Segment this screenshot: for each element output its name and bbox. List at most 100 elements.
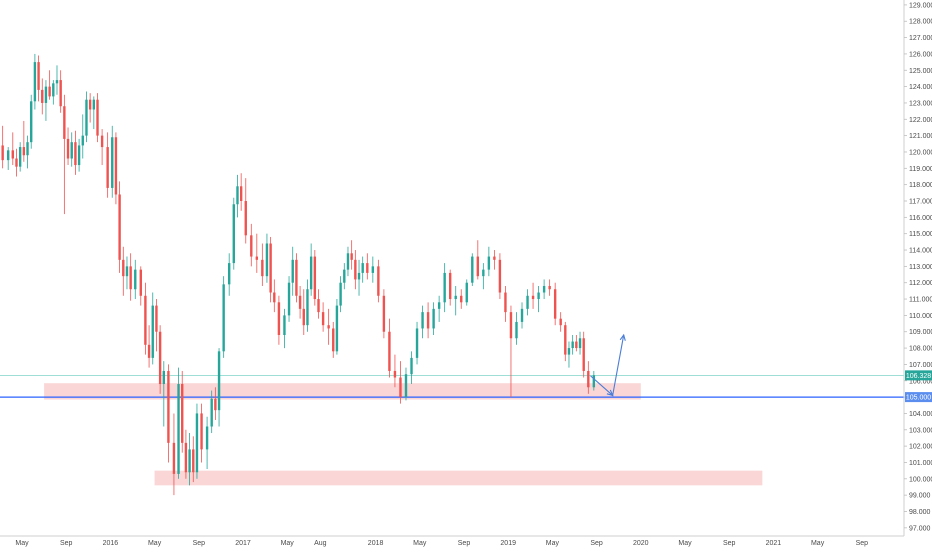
candle-body [548, 285, 551, 290]
candle-body [350, 253, 353, 260]
candle [339, 276, 342, 313]
candle-body [52, 83, 55, 97]
candle-body [515, 321, 518, 339]
candle-body [74, 142, 77, 166]
candle-body [366, 263, 369, 273]
candle-body [139, 269, 142, 296]
x-tick-label: Sep [60, 540, 73, 547]
candle-body [11, 150, 14, 159]
price-marker-bg [905, 370, 932, 381]
candle-body [377, 266, 380, 296]
candle-body [283, 315, 286, 335]
candle-body [144, 295, 147, 345]
candle-body [582, 338, 585, 371]
candle [371, 256, 375, 283]
candle [332, 321, 335, 358]
y-tick-label: 123.000 [909, 100, 932, 107]
candle-body [1, 145, 4, 161]
y-tick-label: 112.000 [909, 280, 932, 287]
candle [26, 135, 29, 169]
candle [217, 348, 221, 427]
candle [354, 250, 357, 290]
candle-body [210, 398, 213, 427]
candle-body [122, 259, 125, 277]
candle [184, 429, 188, 479]
y-tick-label: 100.000 [909, 476, 932, 483]
candle [172, 413, 176, 496]
candle-body [327, 325, 330, 329]
candle-body [106, 147, 109, 188]
candle-body [33, 62, 37, 102]
candle-body [526, 295, 529, 309]
y-tick-label: 107.000 [909, 362, 932, 369]
x-tick-label: Sep [590, 540, 603, 547]
candle-body [167, 370, 170, 443]
candle [578, 331, 582, 355]
y-tick-label: 115.000 [909, 231, 932, 238]
x-tick-label: May [281, 540, 295, 547]
candle [88, 93, 92, 123]
candle-body [66, 138, 70, 159]
candle-body [129, 266, 132, 290]
candle [448, 269, 452, 306]
candle-body [361, 263, 364, 273]
candle-body [227, 263, 231, 285]
y-tick-label: 110.000 [909, 313, 932, 320]
candle [537, 285, 540, 313]
candle [559, 312, 562, 332]
candle [129, 253, 132, 301]
candle [100, 129, 104, 166]
candle [205, 416, 209, 469]
candle-body [339, 282, 342, 306]
candle-body [343, 269, 346, 283]
candle [214, 387, 217, 420]
candle-body [317, 299, 320, 313]
candle-body [118, 194, 121, 260]
x-tick-label: 2016 [103, 540, 119, 547]
candle-body [291, 259, 294, 283]
candle-body [571, 341, 574, 349]
x-tick-label: 2019 [500, 540, 516, 547]
candle-body [41, 89, 44, 103]
candle [482, 263, 485, 290]
candle [471, 253, 474, 286]
candle [59, 70, 62, 113]
candle [509, 305, 513, 398]
y-tick-label: 99.000 [909, 493, 931, 500]
candle-body [443, 272, 446, 303]
support-zone-2 [154, 470, 763, 486]
candle-body [81, 135, 84, 146]
projection-layer [590, 333, 626, 397]
candle [125, 256, 129, 290]
candle-body [96, 99, 99, 136]
y-tick-label: 120.000 [909, 149, 932, 156]
candle [487, 246, 491, 277]
candle-body [410, 357, 413, 375]
candle [283, 308, 286, 349]
price-marker-label: 106.328 [906, 373, 931, 380]
candle [147, 325, 151, 368]
candle [122, 246, 125, 296]
candle-body [321, 312, 325, 326]
candle-body [77, 145, 81, 166]
candle-body [214, 398, 217, 411]
candle [70, 132, 73, 167]
candle-body [415, 328, 419, 358]
candle-body [205, 426, 209, 450]
candle-body [265, 243, 269, 277]
candle-body [184, 442, 188, 473]
projection-arrowhead-down [606, 389, 614, 397]
candle [265, 233, 269, 283]
candle [504, 285, 507, 322]
candle-body [426, 312, 430, 329]
candle [111, 125, 114, 198]
y-tick-label: 118.000 [909, 182, 932, 189]
y-tick-label: 116.000 [909, 215, 932, 222]
candle-body [399, 377, 402, 398]
y-tick-label: 102.000 [909, 444, 932, 451]
candle-body [487, 256, 491, 270]
y-tick-label: 121.000 [909, 133, 932, 140]
candle [346, 246, 350, 277]
candle [144, 282, 147, 355]
y-tick-label: 117.000 [909, 199, 932, 206]
